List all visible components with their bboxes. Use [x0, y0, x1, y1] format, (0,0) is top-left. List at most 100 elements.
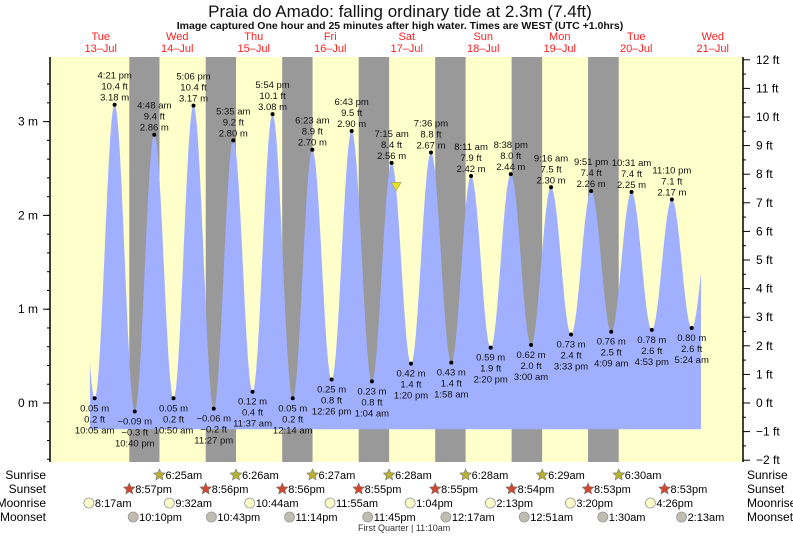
extremum-time-label: 11:10 pm — [652, 165, 691, 176]
extremum-point — [508, 172, 513, 177]
extremum-ft-label: 8.0 ft — [500, 151, 521, 162]
moonrise-time: 10:44am — [256, 498, 299, 510]
moonset-time: 1:30am — [609, 512, 646, 524]
extremum-point — [132, 409, 137, 414]
extremum-m-label: 3.17 m — [179, 94, 208, 105]
extremum-ft-label: 8.9 ft — [302, 127, 323, 138]
left-tick-label: 3 m — [18, 115, 38, 129]
moonset-row-label: Moonset — [0, 510, 47, 524]
extremum-point — [469, 174, 474, 179]
moonrise-icon — [484, 497, 496, 509]
extremum-m-label: 0.05 m — [80, 403, 109, 414]
sunset-icon — [199, 482, 213, 495]
extremum-time-label: 5:54 pm — [255, 80, 289, 91]
day-name: Sun — [473, 31, 493, 43]
extremum-m-label: −0.09 m — [117, 416, 152, 427]
extremum-ft-label: 9.4 ft — [144, 112, 165, 123]
extremum-point — [231, 138, 236, 143]
extremum-ft-label: 9.2 ft — [223, 117, 244, 128]
extremum-time-label: 1:58 am — [434, 390, 468, 401]
moonrise-row-label: Moonrise — [0, 496, 46, 510]
extremum-point — [369, 379, 374, 384]
extremum-m-label: 2.25 m — [617, 180, 646, 191]
extremum-ft-label: −0.3 ft — [121, 427, 148, 438]
extremum-point — [609, 329, 614, 334]
extremum-time-label: 5:24 am — [675, 355, 709, 366]
moonrise-time: 2:13pm — [496, 498, 533, 510]
extremum-time-label: 9:51 pm — [574, 157, 608, 168]
sunrise-time: 6:28am — [472, 470, 509, 482]
right-tick-label: 8 ft — [756, 167, 773, 181]
extremum-point — [191, 103, 196, 108]
extremum-m-label: 3.08 m — [258, 102, 287, 113]
moonrise-time: 3:20pm — [576, 498, 613, 510]
day-name: Mon — [549, 31, 570, 43]
extremum-time-label: 11:37 am — [233, 419, 272, 430]
extremum-point — [329, 377, 334, 382]
current-tide-marker — [390, 182, 402, 192]
extremum-time-label: 7:15 am — [374, 129, 408, 140]
day-date: 15–Jul — [238, 43, 270, 55]
extremum-time-label: 10:50 am — [154, 425, 194, 436]
extremum-m-label: 0.80 m — [677, 333, 706, 344]
sunset-time: 8:53pm — [594, 484, 631, 496]
day-name: Wed — [166, 31, 188, 43]
sunrise-time: 6:25am — [165, 470, 202, 482]
extremum-point — [171, 396, 176, 401]
right-tick-label: 7 ft — [756, 196, 773, 210]
sunrise-time: 6:26am — [242, 470, 279, 482]
sunset-time: 8:56pm — [212, 484, 249, 496]
extremum-point — [689, 325, 694, 330]
axes: 0 m 1 m 2 m 3 m −2 ft −1 ft 0 ft 1 ft 2 ft 3 ft 4 … — [18, 53, 780, 467]
extremum-time-label: 1:20 pm — [394, 391, 428, 402]
extremum-m-label: 2.80 m — [219, 128, 248, 139]
day-labels: Tue13–JulWed14–JulThu15–JulFri16–JulSat1… — [85, 31, 729, 55]
moonset-icon — [362, 511, 374, 523]
sunrise-icon — [229, 468, 243, 481]
moonset-time: 12:17am — [452, 512, 495, 524]
right-tick-label: 6 ft — [756, 224, 773, 238]
sunrise-time: 6:28am — [395, 470, 432, 482]
extremum-ft-label: 2.6 ft — [681, 344, 702, 355]
right-tick-label: −1 ft — [756, 425, 780, 439]
moonrise-icon — [83, 497, 95, 509]
extremum-time-label: 2:20 pm — [474, 375, 508, 386]
day-date: 17–Jul — [391, 43, 423, 55]
extremum-point — [389, 160, 394, 165]
moonrise-icon — [404, 497, 416, 509]
left-tick-label: 0 m — [18, 396, 38, 410]
extremum-point — [488, 345, 493, 350]
extremum-ft-label: 0.2 ft — [163, 414, 184, 425]
moonset-time: 12:51am — [530, 512, 573, 524]
extremum-point — [589, 189, 594, 194]
right-tick-label: −2 ft — [756, 453, 780, 467]
extremum-time-label: 12:14 am — [273, 425, 313, 436]
extremum-time-label: 6:43 pm — [335, 97, 369, 108]
extremum-time-label: 10:31 am — [612, 158, 652, 169]
sunrise-icon — [153, 468, 166, 481]
extremum-point — [310, 147, 315, 152]
right-tick-label: 9 ft — [756, 139, 773, 153]
extremum-m-label: 0.73 m — [557, 340, 586, 351]
extremum-time-label: 7:36 pm — [414, 119, 448, 130]
extremum-point — [112, 102, 117, 107]
moonrise-time: 9:32am — [175, 498, 212, 510]
sunrise-icon — [382, 468, 396, 481]
extremum-m-label: 0.62 m — [517, 350, 546, 361]
moonrise-icon — [644, 497, 656, 509]
right-tick-label: 4 ft — [756, 282, 773, 296]
chart-title: Praia do Amado: falling ordinary tide at… — [208, 2, 592, 21]
sunset-time: 8:57pm — [135, 484, 172, 496]
extremum-ft-label: 7.9 ft — [461, 153, 482, 164]
sunset-time: 8:53pm — [671, 484, 708, 496]
extremum-time-label: 3:00 am — [514, 372, 548, 383]
extremum-ft-label: 7.1 ft — [661, 176, 682, 187]
extremum-ft-label: 9.5 ft — [341, 108, 362, 119]
extremum-point — [152, 132, 157, 137]
right-tick-label: 1 ft — [756, 367, 773, 381]
extremum-ft-label: 10.4 ft — [180, 83, 207, 94]
day-date: 19–Jul — [544, 43, 576, 55]
extremum-ft-label: 0.4 ft — [242, 408, 263, 419]
sunset-time: 8:56pm — [288, 484, 325, 496]
sunset-icon — [428, 482, 442, 495]
